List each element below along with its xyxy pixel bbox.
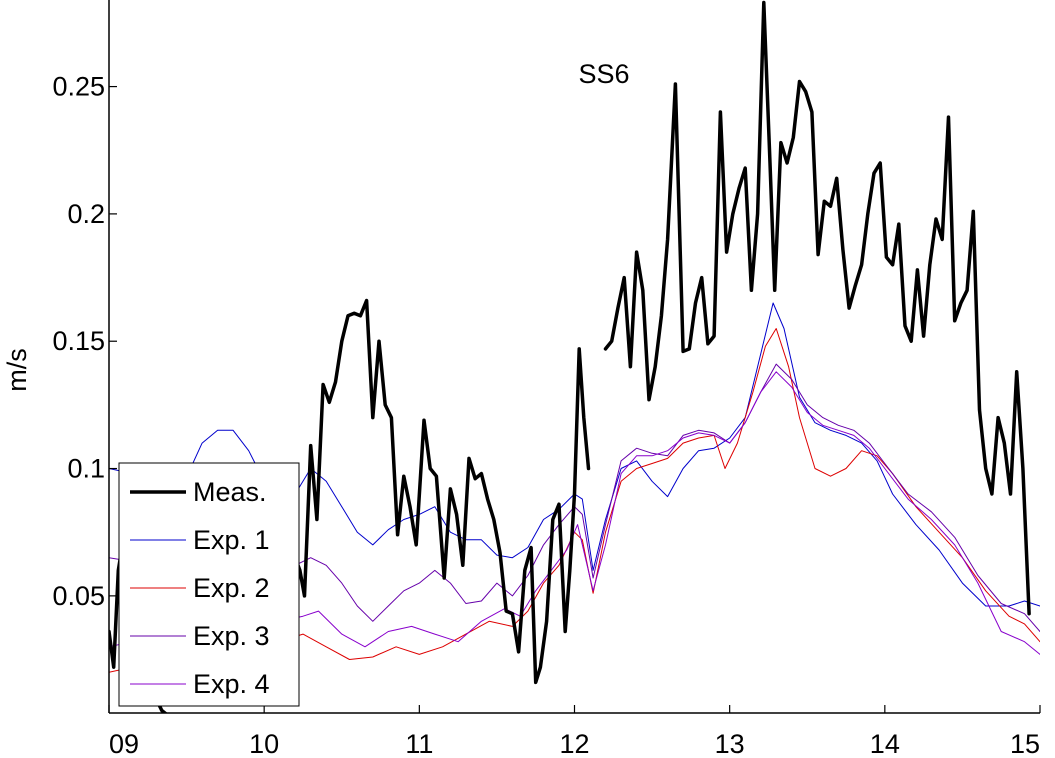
chart-title: SS6	[578, 59, 629, 89]
x-tick-label: 14	[870, 729, 900, 758]
x-tick-label: 11	[405, 729, 433, 758]
legend-label: Exp. 1	[193, 525, 270, 555]
series-line-meas-segment-3	[603, 0, 1031, 616]
x-tick-label: 10	[249, 729, 279, 758]
legend-box	[118, 462, 300, 707]
series-line-exp-4-segment-1	[109, 371, 1040, 655]
legend-label: Exp. 2	[193, 573, 270, 603]
y-tick-label: 0.1	[67, 454, 105, 484]
legend-label: Exp. 3	[193, 621, 270, 651]
x-tick-label: 09	[109, 729, 139, 758]
legend-label: Meas.	[193, 477, 267, 507]
x-tick-label: 15	[1010, 729, 1040, 758]
x-tick-label: 12	[559, 729, 589, 758]
legend: Meas. Exp. 1 Exp. 2 Exp. 3 Exp. 4	[118, 462, 300, 707]
series-line-exp-2-segment-1	[109, 328, 1040, 673]
y-tick-label: 0.15	[52, 326, 105, 356]
y-tick-label: 0.05	[52, 581, 105, 611]
series-line-meas-segment-2	[293, 298, 591, 685]
y-tick-label: 0.2	[67, 199, 105, 229]
axes: 09 10 11 12 13 14 15 0.05 0.1 0.15 0.2 0.25	[52, 0, 1041, 758]
legend-label: Exp. 4	[193, 669, 270, 699]
y-tick-label: 0.25	[52, 72, 105, 102]
x-tick-label: 13	[715, 729, 745, 758]
y-axis-label: m/s	[2, 348, 32, 392]
